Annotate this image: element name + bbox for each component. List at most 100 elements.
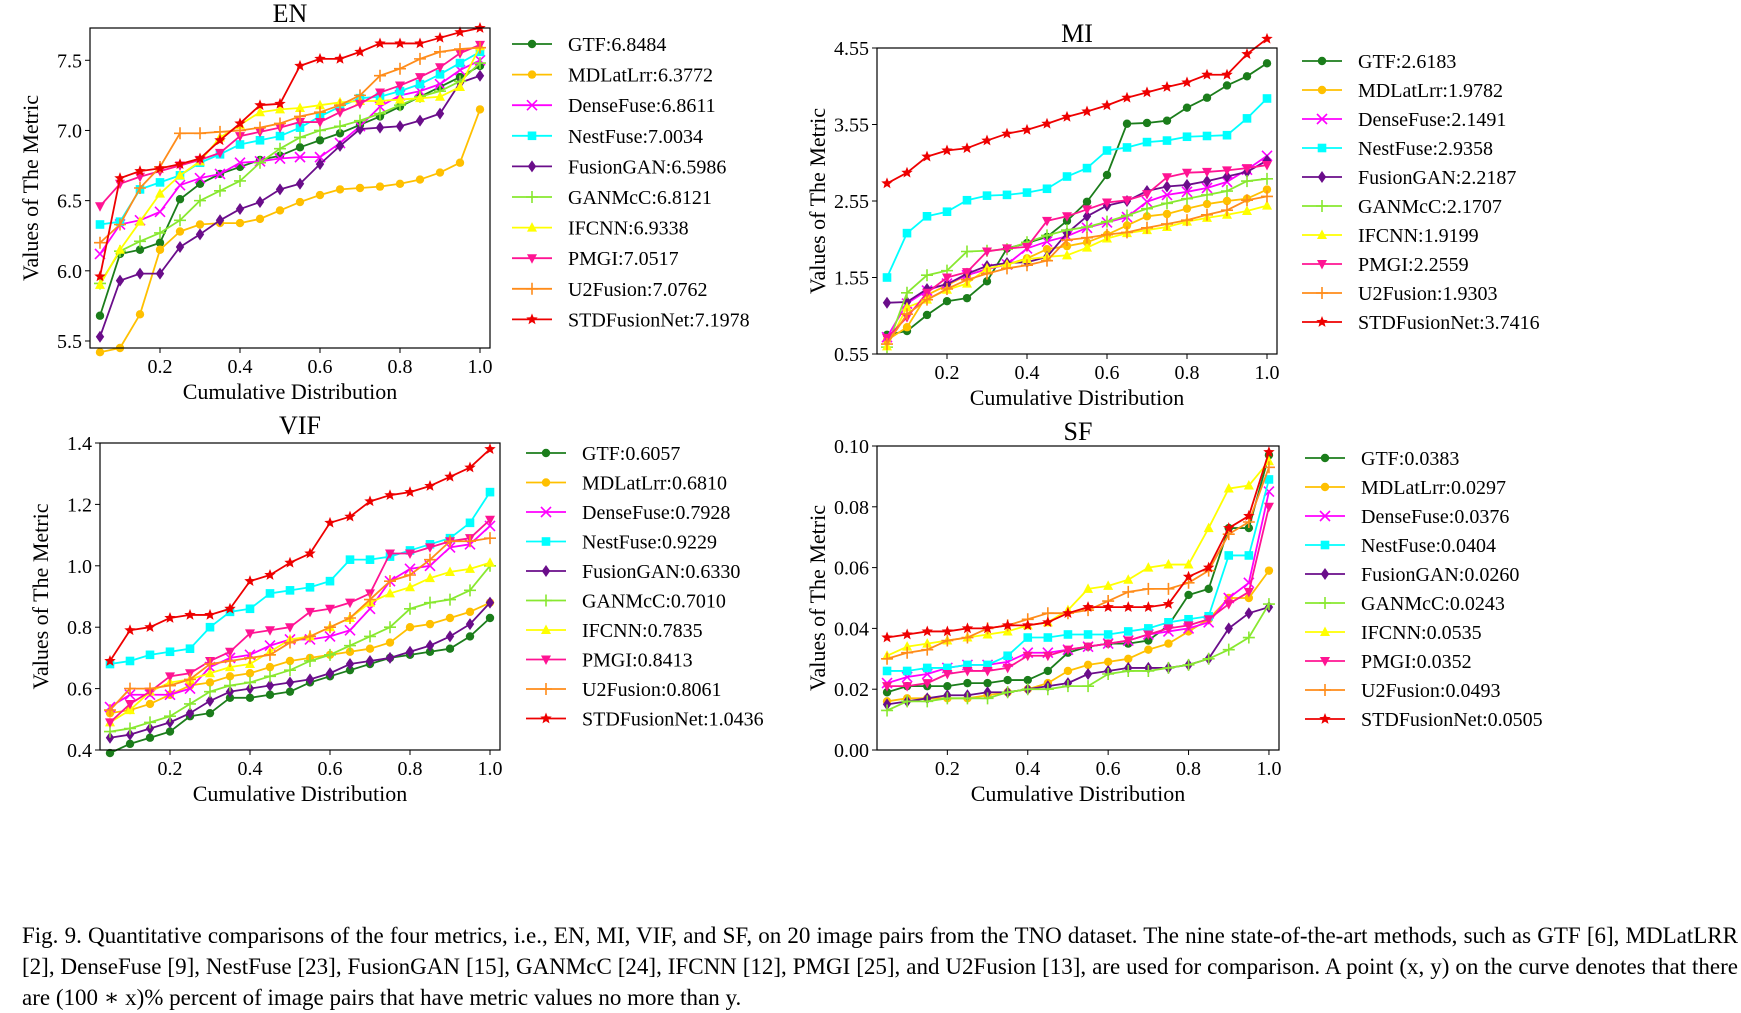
data-point [334, 120, 346, 133]
data-point [355, 99, 365, 110]
data-point [1204, 584, 1213, 594]
legend-entry: GANMcC:6.8121 [512, 187, 712, 209]
data-point [144, 716, 156, 729]
data-point [105, 718, 115, 728]
legend-marker [527, 160, 537, 173]
data-point [264, 569, 276, 580]
data-point [1243, 480, 1254, 490]
data-point [1201, 182, 1213, 194]
data-point [115, 244, 125, 254]
data-point [165, 716, 175, 729]
data-point [405, 645, 415, 658]
series-line [94, 22, 486, 282]
data-point [1102, 198, 1112, 209]
y-tick-label: 1.0 [67, 556, 92, 578]
data-point [204, 608, 216, 620]
legend-entry: U2Fusion:0.0493 [1305, 680, 1500, 702]
series-line [882, 450, 1274, 697]
chart-mi: MI Cumulative Distribution Values of The M… [805, 19, 1540, 410]
legend-entry: GANMcC:2.1707 [1302, 196, 1502, 218]
data-point [1262, 185, 1272, 194]
series-path [887, 506, 1270, 688]
data-point [1141, 196, 1153, 208]
data-point [274, 97, 286, 109]
data-point [1124, 654, 1133, 663]
data-point [941, 634, 954, 647]
data-point [395, 179, 405, 188]
data-point [324, 648, 336, 661]
data-point [1261, 190, 1273, 203]
data-point [1122, 221, 1132, 230]
data-point [485, 596, 495, 609]
legend-marker [541, 448, 551, 458]
data-point [424, 596, 436, 609]
data-point [1023, 675, 1032, 685]
data-point [275, 183, 285, 196]
data-point [95, 202, 105, 212]
data-point [1142, 137, 1152, 147]
data-point [334, 52, 346, 64]
data-point [234, 124, 246, 137]
data-point [1162, 598, 1175, 609]
data-point [295, 197, 305, 207]
legend-entry: GTF:0.6057 [526, 443, 680, 465]
x-tick-label: 0.8 [1176, 758, 1201, 780]
data-point [425, 639, 435, 652]
legend-entry: U2Fusion:1.9303 [1302, 283, 1497, 305]
data-point [1263, 446, 1275, 457]
data-point [882, 682, 893, 692]
data-point [135, 267, 145, 280]
data-point [265, 626, 275, 636]
data-point [95, 330, 105, 343]
data-point [1001, 686, 1014, 699]
data-point [414, 37, 426, 49]
data-point [1143, 630, 1154, 640]
data-point [245, 669, 255, 678]
legend-label: MDLatLrr:1.9782 [1358, 80, 1503, 102]
data-point [105, 748, 115, 758]
data-point [943, 681, 952, 691]
data-point [354, 114, 366, 127]
series-path [886, 62, 1268, 336]
legend-marker [1317, 85, 1327, 95]
data-point [194, 152, 206, 164]
data-point [1144, 636, 1153, 645]
data-point [214, 134, 226, 146]
data-point [95, 311, 105, 320]
data-point [1001, 127, 1013, 139]
data-point [295, 177, 305, 190]
series-path [886, 195, 1268, 345]
data-point [404, 486, 416, 497]
legend-entry: DenseFuse:6.8611 [512, 95, 716, 117]
legend-label: PMGI:2.2559 [1358, 254, 1469, 276]
data-point [145, 650, 155, 660]
data-point [145, 722, 155, 735]
series-line [881, 598, 1275, 717]
legend-label: FusionGAN:6.5986 [568, 156, 726, 178]
data-point [305, 607, 315, 618]
data-point [1262, 59, 1272, 68]
data-point [1222, 166, 1232, 176]
y-axis-label: Values of The Metric [805, 505, 830, 691]
data-point [285, 586, 295, 595]
data-point [434, 31, 446, 43]
data-point [1181, 214, 1193, 227]
data-point [145, 733, 155, 742]
legend-entry: U2Fusion:0.8061 [526, 679, 721, 701]
data-point [175, 195, 185, 204]
legend-entry: MDLatLrr:6.3772 [512, 65, 713, 87]
series-path [99, 65, 481, 316]
data-point [983, 686, 992, 699]
data-point [464, 461, 476, 473]
data-point [174, 127, 186, 140]
data-point [941, 625, 954, 637]
data-point [124, 682, 136, 695]
data-point [1122, 601, 1134, 612]
data-point [245, 629, 255, 639]
chart-sf: SF Cumulative Distribution Values of The M… [805, 417, 1543, 806]
data-point [164, 689, 176, 701]
data-point [424, 553, 436, 566]
data-point [1062, 645, 1073, 656]
data-point [465, 632, 475, 641]
data-point [405, 581, 415, 592]
